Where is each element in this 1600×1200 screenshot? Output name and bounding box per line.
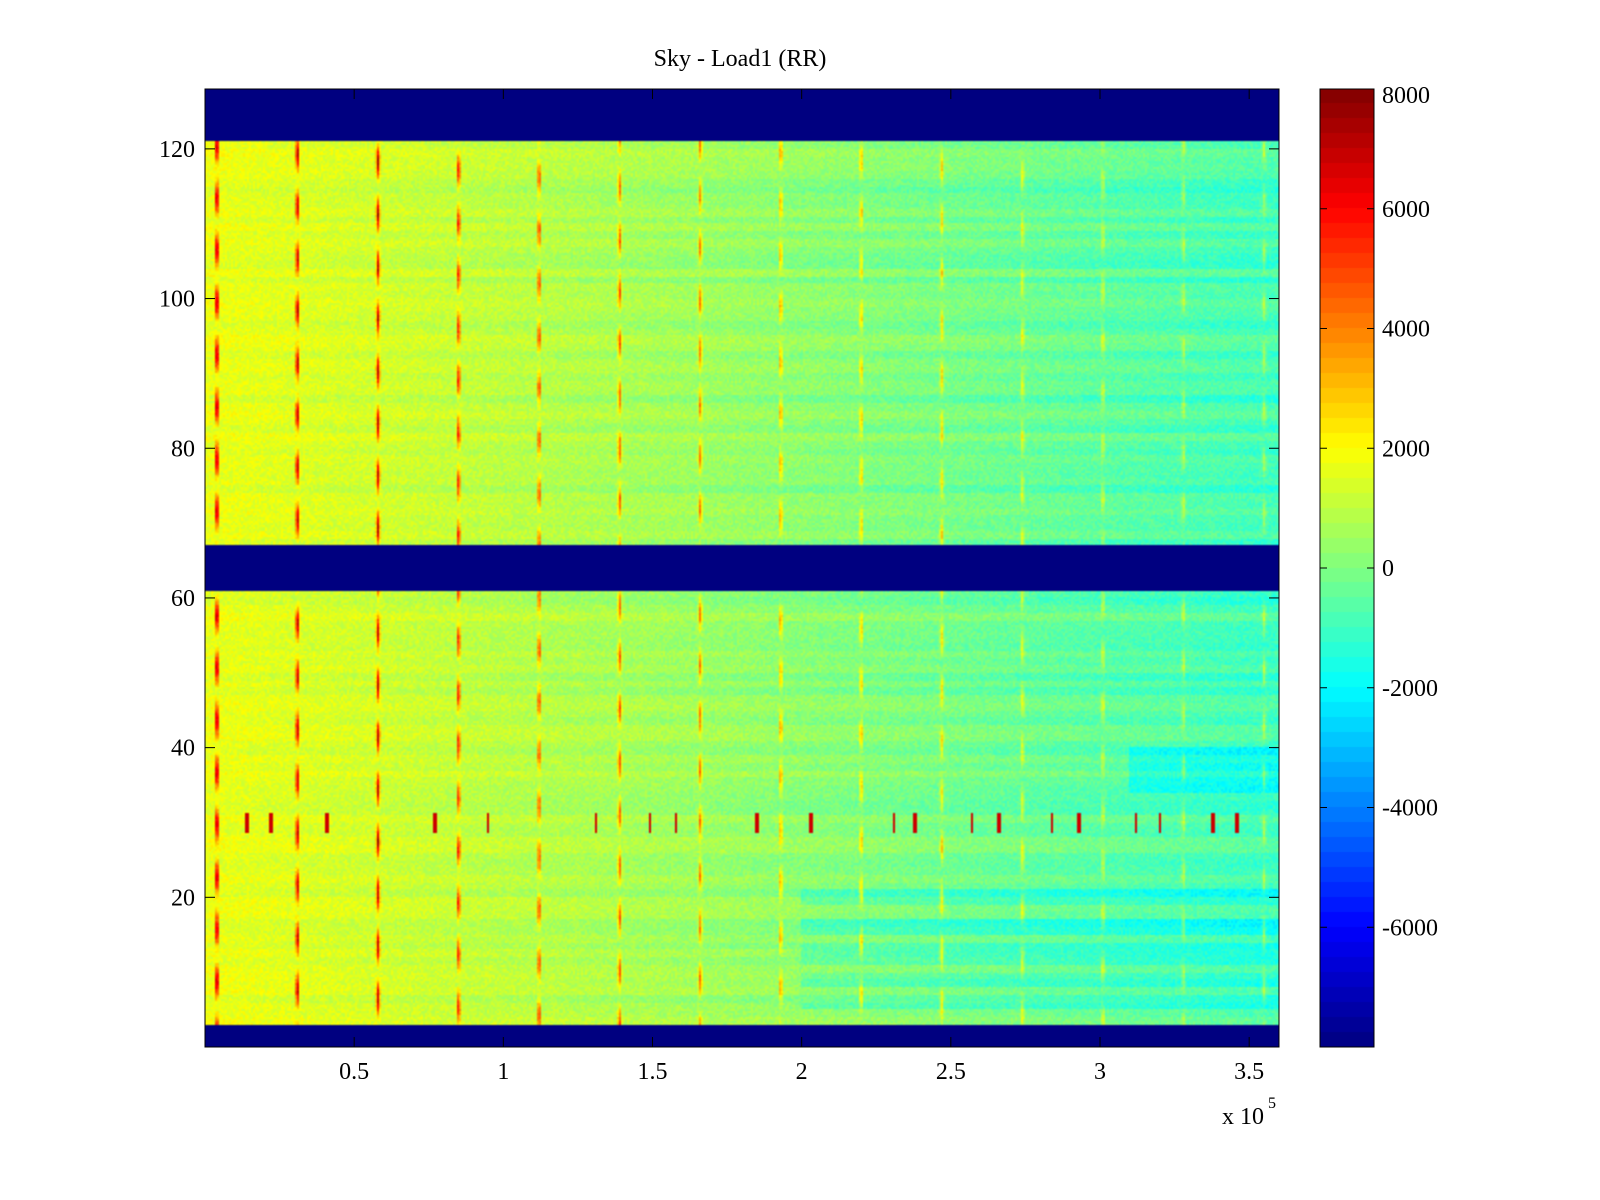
y-tick-label: 100: [159, 287, 195, 313]
colorbar-ticks: 8000 6000 4000 2000 0 -2000 -4000 -6000: [1320, 83, 1438, 941]
colorbar-tick-label: -6000: [1382, 915, 1438, 941]
x-axis: 0.5 1 1.5 2 2.5 3 3.5: [339, 89, 1264, 1085]
colorbar-image: [1320, 89, 1374, 1047]
heatmap-image: [205, 89, 1279, 1047]
x-tick-label: 1.5: [638, 1059, 668, 1085]
chart-title: Sky - Load1 (RR): [654, 46, 827, 72]
x-tick-label: 3: [1094, 1059, 1106, 1085]
x-multiplier-base: x 10: [1222, 1104, 1264, 1130]
plot-frame: [204, 88, 1280, 1048]
x-multiplier-exponent: 5: [1268, 1095, 1276, 1112]
colorbar: 8000 6000 4000 2000 0 -2000 -4000 -6000: [1319, 83, 1438, 1048]
x-tick-label: 3.5: [1234, 1059, 1264, 1085]
colorbar-tick-label: 2000: [1382, 436, 1430, 462]
x-multiplier: x 10 5: [1222, 1095, 1276, 1130]
y-axis: 20 40 60 80 100 120: [159, 137, 1279, 911]
x-tick-label: 2.5: [936, 1059, 966, 1085]
x-tick-label: 0.5: [339, 1059, 369, 1085]
y-tick-label: 80: [171, 436, 195, 462]
colorbar-tick-label: 6000: [1382, 197, 1430, 223]
x-tick-label: 1: [497, 1059, 509, 1085]
colorbar-tick-label: -2000: [1382, 676, 1438, 702]
colorbar-tick-label: 4000: [1382, 317, 1430, 343]
colorbar-tick-label: 8000: [1382, 83, 1430, 109]
colorbar-tick-label: -4000: [1382, 796, 1438, 822]
y-tick-label: 40: [171, 736, 195, 762]
y-tick-label: 20: [171, 885, 195, 911]
x-tick-label: 2: [796, 1059, 808, 1085]
colorbar-tick-label: 0: [1382, 556, 1394, 582]
y-tick-label: 60: [171, 586, 195, 612]
heatmap-plot-area: [204, 88, 1280, 1048]
y-tick-label: 120: [159, 137, 195, 163]
